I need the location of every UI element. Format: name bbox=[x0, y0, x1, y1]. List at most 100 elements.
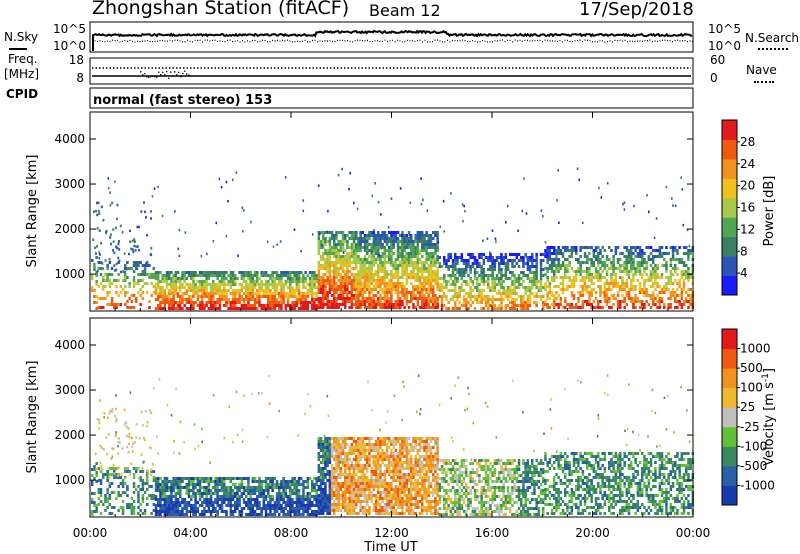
heatmap-cell bbox=[590, 261, 593, 264]
heatmap-cell bbox=[445, 265, 448, 268]
heatmap-cell bbox=[308, 277, 312, 280]
heatmap-cell bbox=[227, 489, 230, 492]
heatmap-cell bbox=[108, 473, 112, 476]
heatmap-cell bbox=[344, 464, 347, 467]
heatmap-cell bbox=[590, 306, 593, 309]
heatmap-cell bbox=[663, 291, 666, 294]
heatmap-cell bbox=[454, 262, 457, 265]
heatmap-cell bbox=[326, 270, 329, 273]
heatmap-cell bbox=[181, 277, 184, 280]
heatmap-cell bbox=[168, 495, 171, 498]
heatmap-cell bbox=[150, 282, 153, 285]
heatmap-cell bbox=[212, 289, 215, 292]
heatmap-cell bbox=[394, 288, 398, 291]
heatmap-cell bbox=[319, 497, 323, 500]
heatmap-cell bbox=[119, 476, 123, 479]
heatmap-cell bbox=[229, 304, 233, 307]
heatmap-cell bbox=[286, 501, 290, 504]
heatmap-cell bbox=[313, 489, 316, 492]
heatmap-cell bbox=[240, 286, 244, 289]
heatmap-cell bbox=[416, 231, 420, 234]
heatmap-cell bbox=[245, 295, 248, 298]
heatmap-cell bbox=[469, 256, 472, 259]
heatmap-cell bbox=[253, 307, 257, 310]
heatmap-cell bbox=[423, 237, 426, 240]
heatmap-cell bbox=[388, 258, 391, 261]
heatmap-cell bbox=[366, 249, 369, 252]
heatmap-cell bbox=[218, 507, 222, 510]
heatmap-cell bbox=[643, 285, 646, 288]
heatmap-cell bbox=[293, 507, 296, 510]
heatmap-cell bbox=[352, 440, 356, 443]
heatmap-cell bbox=[132, 270, 136, 273]
heatmap-cell bbox=[324, 252, 327, 255]
heatmap-cell bbox=[231, 498, 235, 501]
heatmap-cell bbox=[126, 485, 129, 488]
heatmap-cell bbox=[594, 297, 598, 300]
heatmap-cell bbox=[152, 476, 156, 479]
heatmap-cell bbox=[396, 267, 400, 270]
heatmap-cell bbox=[432, 264, 435, 267]
heatmap-cell bbox=[513, 280, 516, 283]
heatmap-cell bbox=[374, 243, 378, 246]
heatmap-cell bbox=[258, 477, 261, 480]
heatmap-cell bbox=[498, 256, 501, 259]
heatmap-cell bbox=[498, 268, 501, 271]
heatmap-cell bbox=[426, 209, 429, 212]
heatmap-cell bbox=[418, 258, 422, 261]
heatmap-cell bbox=[341, 497, 345, 500]
heatmap-cell bbox=[416, 261, 420, 264]
heatmap-cell bbox=[506, 292, 510, 295]
heatmap-cell bbox=[557, 261, 560, 264]
heatmap-cell bbox=[97, 479, 101, 482]
heatmap-cell bbox=[447, 253, 450, 256]
heatmap-cell bbox=[682, 223, 685, 227]
heatmap-cell bbox=[403, 240, 406, 243]
heatmap-cell bbox=[553, 264, 556, 267]
heatmap-cell bbox=[421, 285, 424, 288]
heatmap-cell bbox=[458, 292, 461, 295]
heatmap-cell bbox=[524, 307, 527, 310]
heatmap-cell bbox=[350, 464, 354, 467]
heatmap-cell bbox=[416, 270, 420, 273]
heatmap-cell bbox=[674, 297, 677, 300]
heatmap-cell bbox=[546, 261, 549, 264]
heatmap-cell bbox=[304, 480, 307, 483]
heatmap-cell bbox=[377, 200, 380, 204]
heatmap-cell bbox=[619, 267, 622, 270]
heatmap-cell bbox=[141, 488, 145, 491]
heatmap-cell bbox=[399, 240, 402, 243]
heatmap-cell bbox=[315, 274, 318, 277]
heatmap-cell bbox=[326, 509, 329, 512]
heatmap-cell bbox=[401, 285, 404, 288]
heatmap-cell bbox=[348, 270, 351, 273]
heatmap-cell bbox=[390, 231, 393, 234]
heatmap-cell bbox=[137, 497, 140, 500]
heatmap-cell bbox=[333, 282, 336, 285]
heatmap-cell bbox=[346, 282, 349, 285]
heatmap-cell bbox=[317, 512, 321, 515]
heatmap-cell bbox=[163, 477, 167, 480]
heatmap-cell bbox=[181, 513, 184, 516]
heatmap-cell bbox=[575, 258, 578, 261]
heatmap-cell bbox=[374, 300, 378, 303]
heatmap-cell bbox=[137, 261, 140, 264]
heatmap-cell bbox=[194, 289, 197, 292]
heatmap-cell bbox=[619, 285, 622, 288]
heatmap-cell bbox=[337, 488, 340, 491]
heatmap-cell bbox=[535, 271, 538, 274]
heatmap-cell bbox=[302, 280, 305, 283]
heatmap-cell bbox=[218, 304, 222, 307]
heatmap-cell bbox=[322, 273, 325, 276]
heatmap-cell bbox=[653, 236, 656, 240]
heatmap-cell bbox=[405, 294, 409, 297]
heatmap-cell bbox=[456, 307, 459, 310]
heatmap-cell bbox=[352, 303, 356, 306]
heatmap-cell bbox=[493, 307, 497, 310]
heatmap-cell bbox=[333, 273, 336, 276]
heatmap-cell bbox=[201, 492, 204, 495]
heatmap-cell bbox=[557, 270, 560, 273]
heatmap-cell bbox=[231, 280, 235, 283]
heatmap-cell bbox=[295, 504, 299, 507]
heatmap-cell bbox=[203, 486, 206, 489]
